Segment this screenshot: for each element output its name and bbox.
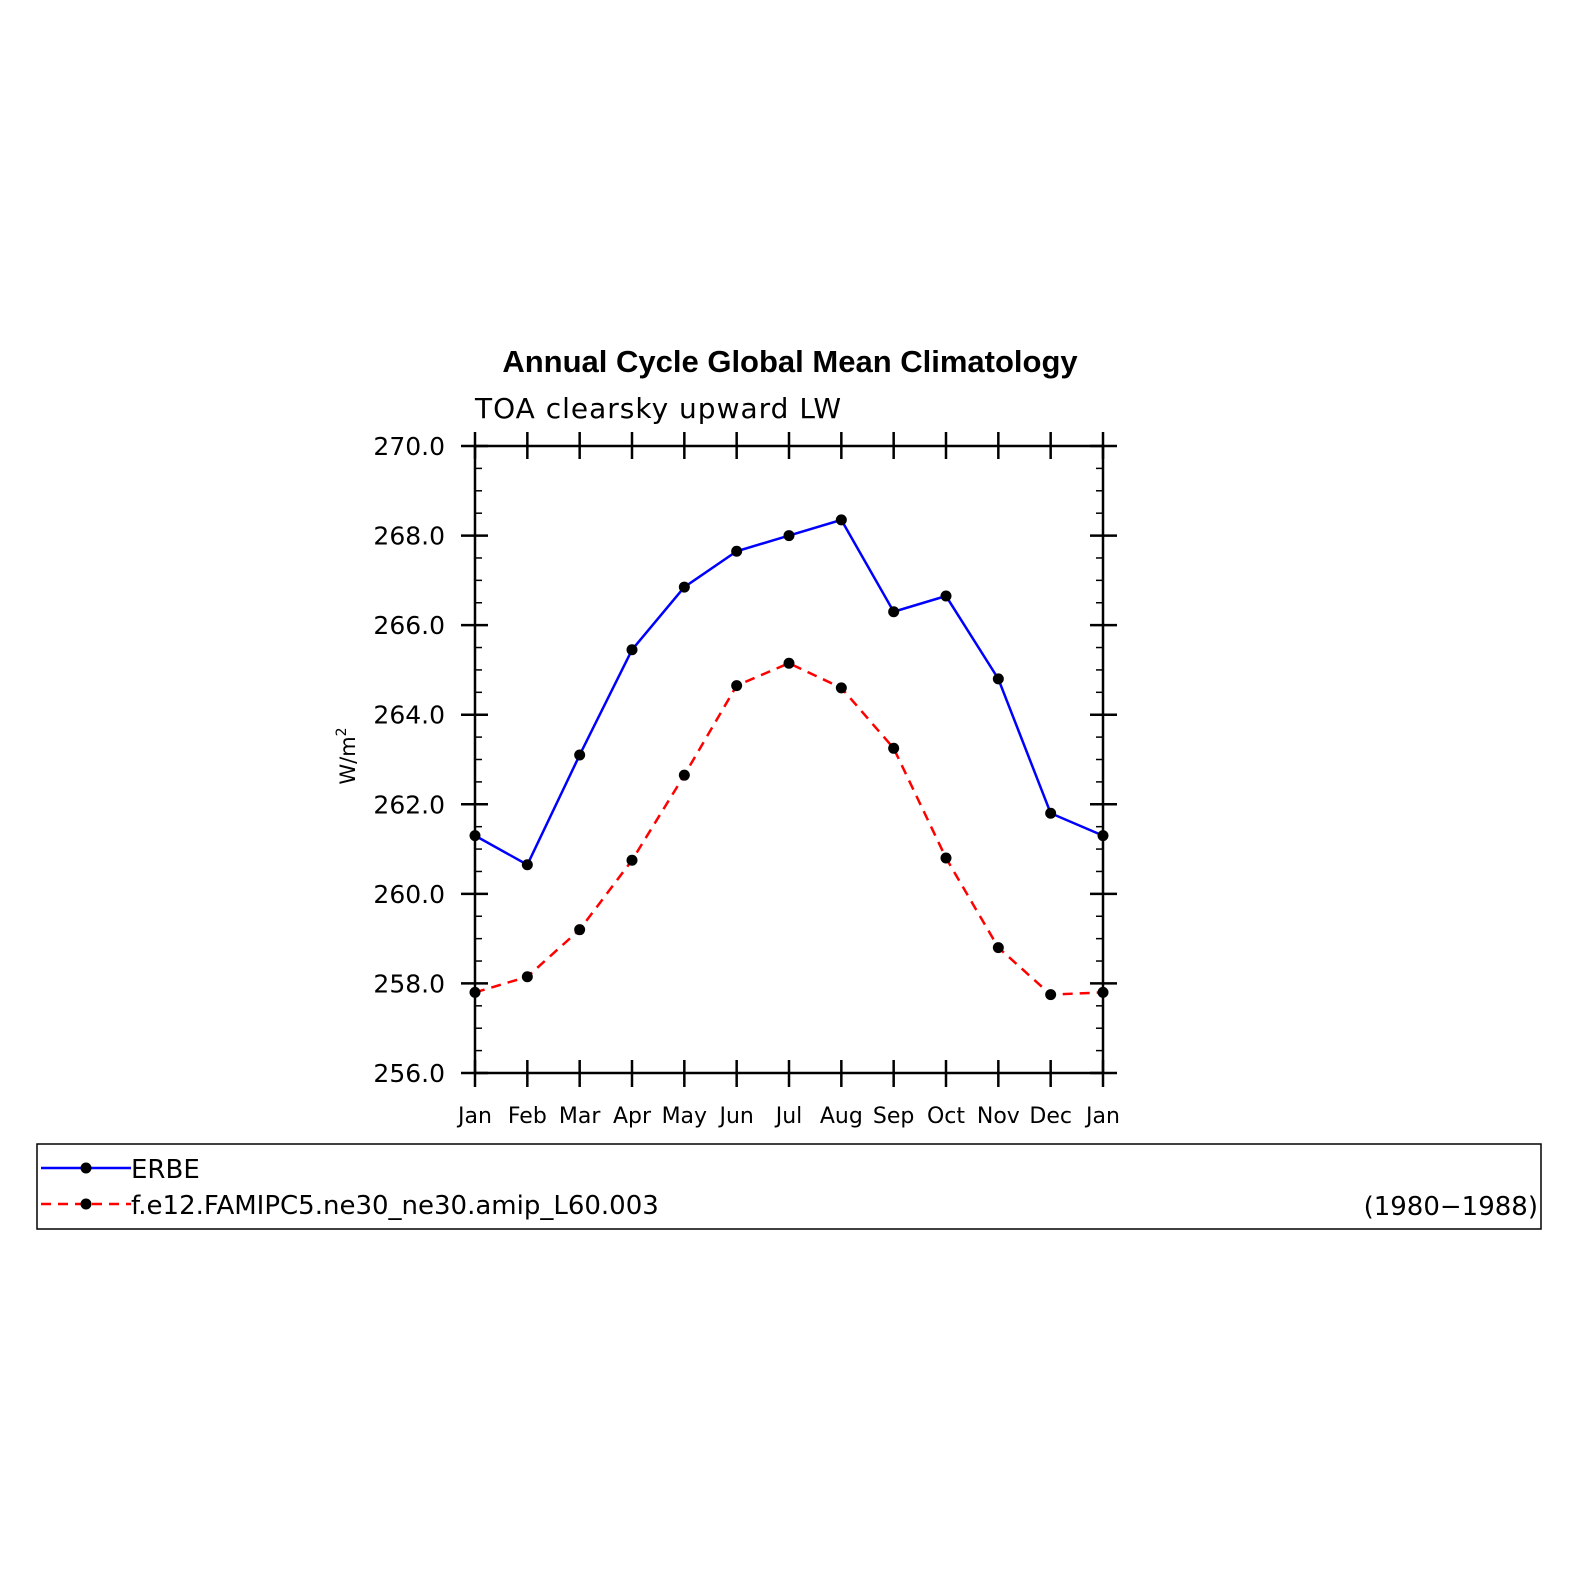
data-point-series-1: [521, 971, 533, 983]
data-point-series-0: [731, 545, 743, 557]
series-line-1: [474, 661, 1104, 996]
legend-box: [36, 1143, 1542, 1230]
data-point-series-1: [940, 852, 952, 864]
x-tick-label: Sep: [873, 1104, 914, 1129]
legend: ERBE f.e12.FAMIPC5.ne30_ne30.amip_L60.003…: [36, 1143, 1542, 1230]
x-tick-label: Feb: [508, 1104, 547, 1129]
x-tick-label: Apr: [613, 1104, 652, 1129]
series-line-0: [474, 518, 1104, 867]
x-tick-label: Aug: [820, 1104, 863, 1129]
data-point-series-1: [626, 854, 638, 866]
x-tick-label: Nov: [977, 1104, 1020, 1129]
y-tick-label: 270.0: [373, 432, 445, 461]
data-point-series-1: [574, 924, 586, 936]
y-tick-label: 258.0: [373, 969, 445, 998]
data-point-series-1: [678, 769, 690, 781]
x-tick-label: Mar: [559, 1104, 601, 1129]
y-axis-label-superscript: 2: [334, 727, 350, 736]
y-axis-label: W/m2: [334, 727, 360, 784]
y-tick-label: 262.0: [373, 790, 445, 819]
data-point-series-1: [731, 680, 743, 692]
data-point-series-0: [1045, 807, 1057, 819]
x-tick-label: Jan: [456, 1104, 492, 1129]
data-point-series-0: [992, 673, 1004, 685]
data-point-series-0: [521, 859, 533, 871]
chart-subtitle: TOA clearsky upward LW: [474, 392, 842, 425]
legend-marker-1: [80, 1198, 92, 1210]
x-tick-label: Dec: [1029, 1104, 1072, 1129]
series-points: [469, 514, 1109, 1001]
x-tick-label: Oct: [927, 1104, 965, 1129]
y-tick-label: 264.0: [373, 701, 445, 730]
x-tick-label: Jul: [774, 1104, 803, 1129]
data-point-series-0: [574, 749, 586, 761]
data-point-series-1: [888, 742, 900, 754]
legend-label-1: f.e12.FAMIPC5.ne30_ne30.amip_L60.003: [131, 1191, 659, 1221]
legend-label-0: ERBE: [131, 1155, 200, 1185]
data-point-series-1: [1045, 989, 1057, 1001]
x-tick-label: Jan: [1084, 1104, 1120, 1129]
svg-text:W/m2: W/m2: [334, 727, 360, 784]
data-point-series-0: [835, 514, 847, 526]
y-tick-label: 256.0: [373, 1059, 445, 1088]
legend-marker-0: [80, 1162, 92, 1174]
y-axis-label-unit: W/m: [336, 736, 360, 784]
data-point-series-0: [678, 581, 690, 593]
data-point-series-1: [783, 657, 795, 669]
y-tick-labels: 256.0 258.0 260.0 262.0 264.0 266.0 268.0 270.0: [373, 432, 445, 1088]
plot-frame: [473, 444, 1105, 1075]
x-tick-labels: Jan Feb Mar Apr May Jun Jul Aug Sep Oct Nov Dec Jan: [456, 1104, 1120, 1129]
legend-period: (1980−1988): [1364, 1192, 1538, 1222]
data-point-series-0: [783, 530, 795, 542]
data-point-series-1: [992, 942, 1004, 954]
data-point-series-0: [888, 606, 900, 618]
data-point-series-1: [835, 682, 847, 694]
y-tick-label: 260.0: [373, 880, 445, 909]
x-tick-label: May: [662, 1104, 707, 1129]
series-lines: [474, 518, 1104, 996]
legend-entries: ERBE f.e12.FAMIPC5.ne30_ne30.amip_L60.003: [41, 1155, 659, 1221]
chart-title: Annual Cycle Global Mean Climatology: [502, 344, 1078, 379]
y-tick-label: 268.0: [373, 522, 445, 551]
y-tick-label: 266.0: [373, 611, 445, 640]
data-point-series-0: [626, 644, 638, 656]
x-tick-label: Jun: [717, 1104, 753, 1129]
data-point-series-0: [940, 590, 952, 602]
